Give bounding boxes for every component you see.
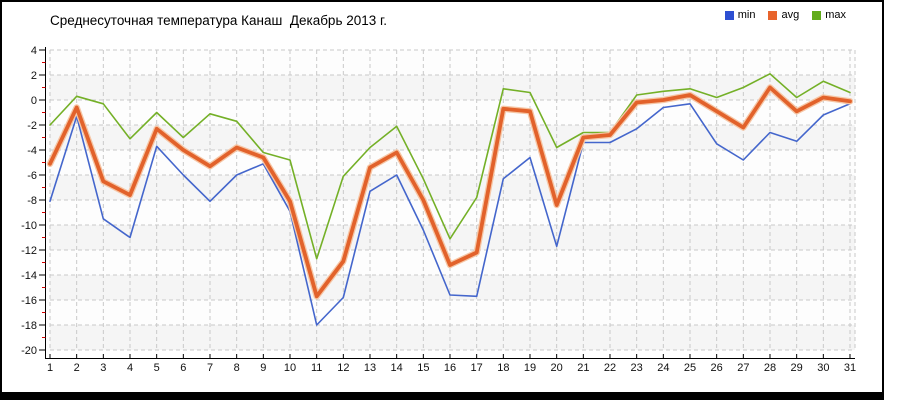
- x-tick-label: 15: [417, 362, 429, 374]
- legend-item-min: min: [724, 9, 756, 21]
- x-tick-label: 21: [577, 362, 589, 374]
- y-tick-label: -2: [27, 120, 37, 132]
- y-tick-label: 4: [31, 45, 37, 57]
- x-tick-label: 20: [551, 362, 563, 374]
- plot-band: [50, 275, 855, 300]
- x-tick-label: 24: [657, 362, 669, 374]
- min-swatch-icon: [724, 10, 734, 20]
- x-tick-label: 29: [791, 362, 803, 374]
- x-tick-label: 6: [180, 362, 186, 374]
- x-tick-label: 12: [337, 362, 349, 374]
- plot-band: [50, 225, 855, 250]
- avg-swatch-icon: [768, 10, 778, 20]
- plot-band: [50, 325, 855, 350]
- x-tick-label: 5: [154, 362, 160, 374]
- x-tick-label: 23: [631, 362, 643, 374]
- x-tick-label: 10: [284, 362, 296, 374]
- legend-item-max: max: [812, 9, 846, 21]
- x-tick-label: 18: [497, 362, 509, 374]
- y-tick-label: -12: [21, 245, 37, 257]
- y-tick-label: -6: [27, 170, 37, 182]
- x-tick-label: 17: [471, 362, 483, 374]
- y-tick-label: -10: [21, 220, 37, 232]
- y-tick-label: -16: [21, 295, 37, 307]
- legend: min avg max: [724, 9, 846, 21]
- x-tick-label: 1: [47, 362, 53, 374]
- x-tick-label: 13: [364, 362, 376, 374]
- x-tick-label: 3: [100, 362, 106, 374]
- x-tick-label: 14: [391, 362, 403, 374]
- x-tick-label: 30: [817, 362, 829, 374]
- chart-title: Среднесуточная температура Канаш Декабрь…: [50, 13, 388, 28]
- avg-line: [48, 85, 852, 299]
- x-tick-label: 22: [604, 362, 616, 374]
- x-tick-label: 8: [234, 362, 240, 374]
- legend-label: min: [737, 9, 756, 21]
- x-tick-label: 28: [764, 362, 776, 374]
- x-tick-label: 7: [207, 362, 213, 374]
- min-line: [49, 103, 851, 326]
- y-tick-label: -20: [21, 345, 37, 357]
- y-tick-label: -14: [21, 270, 37, 282]
- plot-band: [50, 75, 855, 100]
- plot-band: [50, 175, 855, 200]
- x-tick-label: 27: [737, 362, 749, 374]
- legend-label: max: [825, 9, 846, 21]
- y-tick-label: -4: [27, 145, 37, 157]
- max-swatch-icon: [812, 10, 822, 20]
- x-tick-label: 31: [844, 362, 856, 374]
- x-tick-label: 19: [524, 362, 536, 374]
- legend-label: avg: [781, 9, 800, 21]
- y-tick-label: -18: [21, 320, 37, 332]
- y-tick-label: -8: [27, 195, 37, 207]
- x-tick-label: 25: [684, 362, 696, 374]
- max-line: [49, 73, 851, 260]
- x-tick-label: 4: [127, 362, 133, 374]
- x-tick-label: 11: [311, 362, 322, 374]
- chart-canvas: 420-2-4-6-8-10-12-14-16-18-201 2 3 4 5 6 7 8 9 10…: [21, 45, 856, 374]
- y-tick-label: 2: [31, 70, 37, 82]
- legend-item-avg: avg: [768, 9, 799, 21]
- x-tick-label: 2: [74, 362, 80, 374]
- y-tick-label: 0: [31, 95, 37, 107]
- x-tick-label: 9: [260, 362, 266, 374]
- x-tick-label: 26: [711, 362, 723, 374]
- x-tick-label: 16: [444, 362, 456, 374]
